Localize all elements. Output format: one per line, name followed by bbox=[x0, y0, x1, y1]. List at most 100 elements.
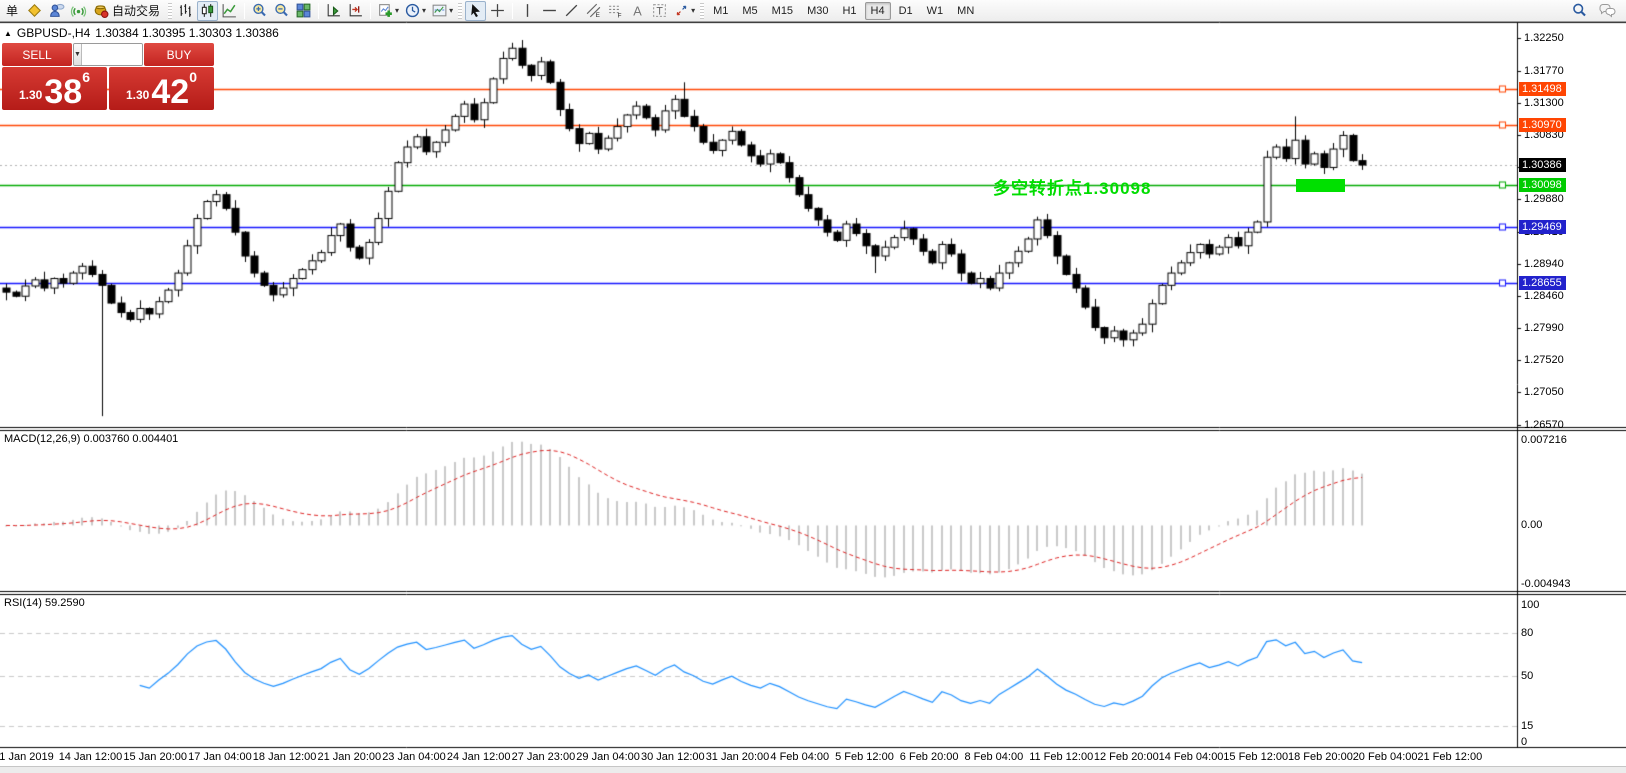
buy-price-pip: 0 bbox=[189, 69, 197, 85]
trendline-tool-button[interactable] bbox=[561, 1, 582, 21]
timeframe-button-m30[interactable]: M30 bbox=[807, 4, 829, 17]
deposit-icon[interactable] bbox=[24, 1, 45, 21]
date-label: 15 Feb 12:00 bbox=[1223, 751, 1289, 763]
chart-shift-button[interactable] bbox=[345, 1, 366, 21]
green-highlight-rectangle[interactable] bbox=[1296, 178, 1345, 192]
price-tick-label: 1.31300 bbox=[1524, 97, 1564, 109]
chart-title: ▲ GBPUSD-,H4 1.30384 1.30395 1.30303 1.3… bbox=[4, 26, 279, 40]
arrows-tool-button[interactable]: ▾ bbox=[671, 1, 697, 21]
zoom-in-button[interactable] bbox=[249, 1, 270, 21]
date-label: 18 Feb 20:00 bbox=[1288, 751, 1353, 763]
sell-quote-panel[interactable]: 1.30 38 6 bbox=[2, 67, 107, 110]
date-label: 14 Jan 12:00 bbox=[58, 751, 123, 763]
chat-bubbles-icon bbox=[1599, 4, 1616, 18]
sell-price-prefix: 1.30 bbox=[19, 88, 43, 102]
volume-decrease-button[interactable]: ▼ bbox=[74, 44, 82, 65]
price-level-badge: 1.31498 bbox=[1519, 82, 1566, 96]
timeframe-button-h4[interactable]: H4 bbox=[864, 1, 891, 20]
price-level-badge: 1.29469 bbox=[1519, 220, 1566, 234]
toolbar-grip[interactable] bbox=[458, 2, 463, 19]
rsi-indicator-label: RSI(14) 59.2590 bbox=[4, 597, 85, 609]
horizontal-line-tool-button[interactable] bbox=[539, 1, 560, 21]
price-tick-label: 1.26570 bbox=[1524, 419, 1564, 431]
sell-price-big: 38 bbox=[44, 73, 83, 111]
timeframe-button-w1[interactable]: W1 bbox=[926, 4, 944, 17]
rsi-name: RSI(14) bbox=[4, 597, 42, 609]
publisher-icon[interactable] bbox=[46, 1, 67, 21]
search-button[interactable] bbox=[1569, 1, 1590, 21]
fibonacci-icon: F bbox=[609, 5, 622, 19]
price-tick-label: 1.27520 bbox=[1524, 354, 1564, 366]
tile-windows-icon bbox=[296, 3, 311, 18]
sell-button[interactable]: SELL bbox=[2, 43, 72, 66]
timeframe-button-mn[interactable]: MN bbox=[957, 4, 975, 17]
sell-button-label: SELL bbox=[22, 47, 52, 62]
timeframe-button-m1[interactable]: M1 bbox=[713, 4, 729, 17]
timeframe-button-m5[interactable]: M5 bbox=[742, 4, 758, 17]
trendline-icon bbox=[565, 4, 578, 17]
toolbar-grip[interactable] bbox=[700, 2, 705, 19]
chart-bars-button[interactable] bbox=[175, 1, 196, 21]
template-icon bbox=[432, 4, 447, 17]
buy-price-big: 42 bbox=[151, 73, 190, 111]
date-label: 24 Jan 12:00 bbox=[446, 751, 511, 763]
clock-icon bbox=[405, 3, 420, 18]
date-label: 20 Feb 04:00 bbox=[1352, 751, 1418, 763]
symbol-period-label: GBPUSD-,H4 bbox=[16, 26, 91, 40]
pivot-annotation-text[interactable]: 多空转折点1.30098 bbox=[993, 178, 1152, 198]
text-label-icon: T bbox=[653, 4, 666, 18]
toolbar-separator bbox=[244, 2, 246, 19]
fibonacci-tool-button[interactable]: F bbox=[605, 1, 626, 21]
cursor-tool-button[interactable] bbox=[465, 0, 487, 21]
new-chart-icon bbox=[379, 4, 392, 17]
date-label: 21 Jan 20:00 bbox=[317, 751, 382, 763]
volume-stepper: ▼ ▲ bbox=[73, 43, 143, 66]
new-order-partial-button[interactable]: 单 bbox=[1, 1, 23, 21]
auto-trading-button[interactable]: 自动交易 bbox=[90, 1, 165, 21]
volume-input[interactable] bbox=[81, 44, 142, 65]
channel-tool-button[interactable]: E bbox=[583, 1, 604, 21]
dropdown-arrow-icon: ▾ bbox=[395, 6, 400, 15]
timeframe-button-h1[interactable]: H1 bbox=[842, 4, 857, 17]
text-label-tool-button[interactable]: T bbox=[649, 1, 670, 21]
buy-button[interactable]: BUY bbox=[144, 43, 214, 66]
templates-button[interactable]: ▾ bbox=[429, 1, 455, 21]
timeframe-button-d1[interactable]: D1 bbox=[898, 4, 913, 17]
date-label: 18 Jan 12:00 bbox=[252, 751, 317, 763]
toolbar-separator bbox=[370, 2, 372, 19]
zoom-out-button[interactable] bbox=[271, 1, 292, 21]
svg-text:T: T bbox=[656, 6, 663, 18]
rsi-tick-label: 100 bbox=[1521, 599, 1540, 611]
new-chart-button[interactable]: ▾ bbox=[375, 1, 401, 21]
auto-trading-icon bbox=[94, 5, 109, 18]
crosshair-tool-button[interactable] bbox=[487, 1, 508, 21]
toolbar-grip[interactable] bbox=[168, 2, 173, 19]
auto-trading-label: 自动交易 bbox=[112, 4, 161, 18]
signals-icon[interactable] bbox=[68, 1, 89, 21]
chart-shift-icon bbox=[349, 4, 362, 17]
auto-scroll-button[interactable] bbox=[323, 1, 344, 21]
vertical-line-tool-button[interactable] bbox=[517, 1, 538, 21]
text-tool-button[interactable]: A bbox=[627, 1, 648, 21]
tile-windows-button[interactable] bbox=[293, 1, 314, 21]
buy-price-prefix: 1.30 bbox=[126, 88, 150, 102]
buy-quote-panel[interactable]: 1.30 42 0 bbox=[109, 67, 214, 110]
periods-button[interactable]: ▾ bbox=[402, 1, 428, 21]
chat-button[interactable] bbox=[1596, 1, 1618, 21]
price-tick-label: 1.32250 bbox=[1524, 32, 1564, 44]
macd-tick-label: 0.007216 bbox=[1521, 434, 1567, 446]
chart-candles-button[interactable] bbox=[197, 0, 219, 21]
macd-tick-label: 0.00 bbox=[1521, 519, 1543, 531]
date-label: 31 Jan 20:00 bbox=[705, 751, 770, 763]
fibo-sub-label: F bbox=[618, 12, 622, 19]
dropdown-arrow-icon: ▾ bbox=[691, 6, 696, 15]
channel-sub-label: E bbox=[596, 12, 600, 19]
publisher-person-icon bbox=[50, 3, 65, 17]
timeframe-button-m15[interactable]: M15 bbox=[771, 4, 794, 17]
collapse-trade-panel-icon[interactable]: ▲ bbox=[4, 28, 12, 38]
chart-line-button[interactable] bbox=[219, 1, 240, 21]
price-tick-label: 1.28940 bbox=[1524, 258, 1564, 270]
candlestick-chart-icon bbox=[201, 4, 214, 17]
